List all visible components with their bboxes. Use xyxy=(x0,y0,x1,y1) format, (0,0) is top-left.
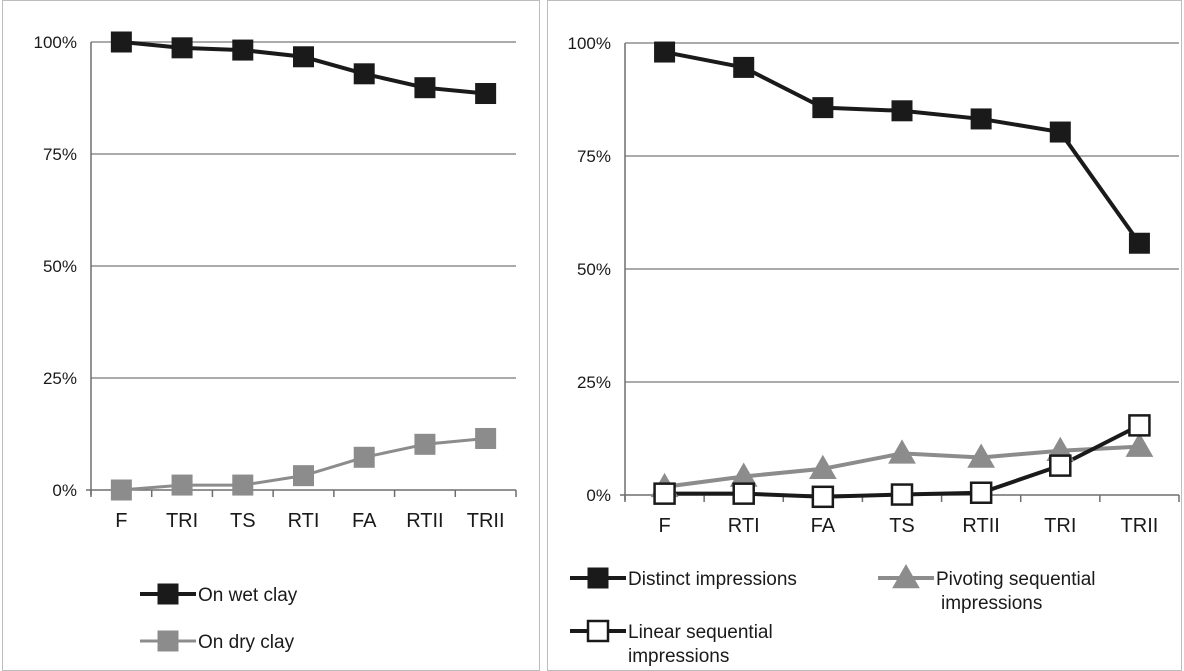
data-point xyxy=(890,483,914,506)
x-tick-label: FA xyxy=(811,515,836,537)
data-point xyxy=(1125,432,1154,457)
data-point xyxy=(1128,232,1150,254)
legend-label-line: Pivoting sequential xyxy=(936,569,1096,590)
y-tick-label: 0% xyxy=(586,486,611,505)
data-point xyxy=(653,482,676,505)
data-point xyxy=(732,482,755,505)
data-point xyxy=(475,427,497,449)
data-point xyxy=(1049,454,1072,477)
data-point xyxy=(414,77,436,99)
data-point xyxy=(353,63,375,85)
data-point xyxy=(232,474,254,496)
x-tick-label: TS xyxy=(230,510,256,532)
data-point xyxy=(110,31,132,53)
data-point xyxy=(171,474,193,496)
data-point xyxy=(293,46,314,68)
x-tick-label: F xyxy=(115,510,127,532)
x-tick-label: TRII xyxy=(1121,515,1159,537)
legend-marker xyxy=(587,567,609,589)
data-point xyxy=(1049,121,1071,143)
data-point xyxy=(654,41,676,63)
legend-label: On wet clay xyxy=(198,585,298,606)
legend-label: Pivoting sequential impressions xyxy=(936,569,1096,614)
y-tick-label: 25% xyxy=(43,369,77,388)
data-point xyxy=(812,97,834,119)
legend-label-line: Distinct impressions xyxy=(628,569,797,590)
data-point xyxy=(808,454,837,480)
series-line xyxy=(664,50,1142,245)
legend-label-line: Linear sequential xyxy=(628,622,773,643)
chart-panel-left: 0% 25% 50% 75% 100% F TRI TS RTI FA RTII TRII On wet… xyxy=(2,0,540,671)
data-point xyxy=(733,56,755,78)
chart-left: 0% 25% 50% 75% 100% F TRI TS RTI FA RTII TRII On wet… xyxy=(34,31,517,653)
data-point xyxy=(811,485,835,509)
legend-marker xyxy=(892,563,920,589)
data-point xyxy=(232,39,254,61)
chart-right: 0% 25% 50% 75% 100% F RTI FA TS RTII TRI TRII Distin… xyxy=(568,34,1180,667)
x-tick-label: F xyxy=(658,515,670,537)
x-tick-label: RTI xyxy=(288,510,320,532)
data-point xyxy=(171,37,193,59)
data-point xyxy=(970,108,992,130)
legend-label-line: impressions xyxy=(941,593,1042,614)
data-point xyxy=(969,481,993,504)
legend-marker xyxy=(157,583,179,605)
data-point xyxy=(891,100,913,122)
legend-label-line: impressions xyxy=(628,646,729,667)
legend-marker xyxy=(586,619,610,643)
y-tick-label: 100% xyxy=(34,33,77,52)
data-point xyxy=(353,446,375,468)
y-tick-label: 100% xyxy=(568,34,611,53)
x-tick-label: TS xyxy=(889,515,915,537)
x-tick-label: RTI xyxy=(728,515,760,537)
y-tick-label: 75% xyxy=(43,145,77,164)
x-tick-label: FA xyxy=(352,510,377,532)
data-point xyxy=(414,433,436,455)
legend-label: On dry clay xyxy=(198,632,295,653)
data-point xyxy=(888,439,916,464)
chart-panel-right: 0% 25% 50% 75% 100% F RTI FA TS RTII TRI TRII Distin… xyxy=(547,0,1182,671)
y-tick-label: 50% xyxy=(577,260,611,279)
x-tick-label: RTII xyxy=(962,515,999,537)
x-tick-label: RTII xyxy=(406,510,443,532)
y-tick-label: 25% xyxy=(577,373,611,392)
x-tick-label: TRI xyxy=(166,510,198,532)
y-tick-label: 0% xyxy=(52,481,77,500)
y-tick-label: 75% xyxy=(577,147,611,166)
x-tick-label: TRI xyxy=(1044,515,1076,537)
data-point xyxy=(475,83,497,105)
data-point xyxy=(967,443,996,468)
x-tick-label: TRII xyxy=(467,510,505,532)
y-tick-label: 50% xyxy=(43,257,77,276)
legend-label: Distinct impressions xyxy=(628,569,797,590)
legend-label: Linear sequential impressions xyxy=(628,622,773,667)
data-point xyxy=(293,465,314,487)
legend-marker xyxy=(157,630,179,652)
data-point xyxy=(110,479,132,501)
data-point xyxy=(1128,414,1151,437)
